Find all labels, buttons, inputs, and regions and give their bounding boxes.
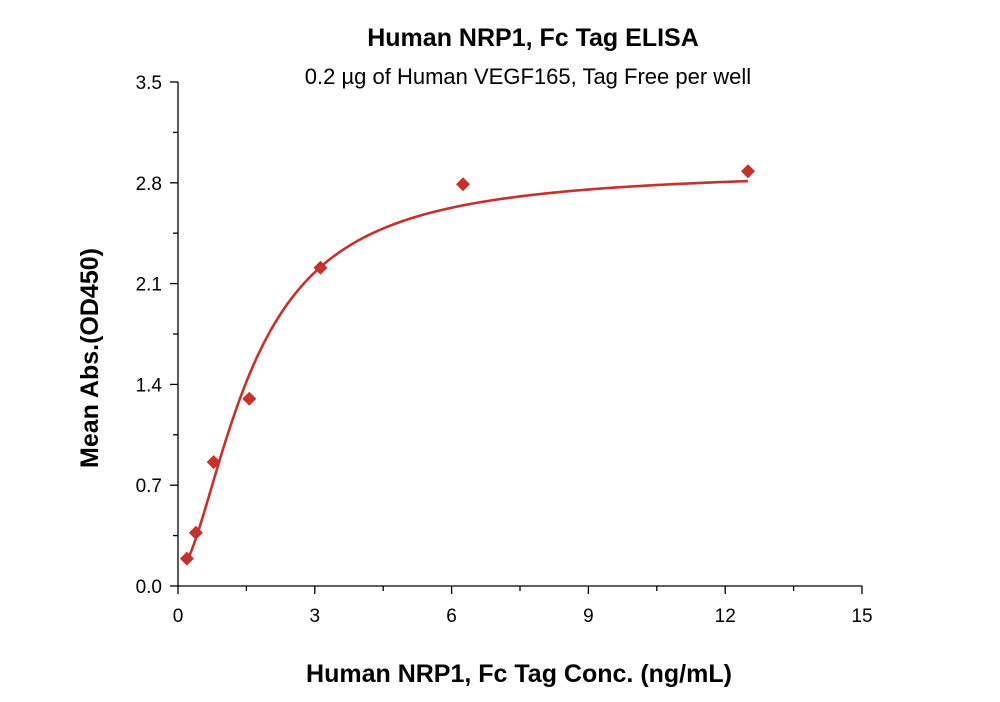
y-tick-label: 1.4	[136, 375, 163, 396]
x-tick-label: 12	[715, 606, 736, 627]
data-point-marker	[206, 455, 221, 470]
y-tick-label: 0.7	[136, 476, 162, 497]
x-tick-label: 15	[851, 606, 872, 627]
data-point-marker	[179, 551, 194, 566]
data-point-marker	[313, 260, 328, 275]
fit-curve	[185, 179, 749, 562]
data-point-marker	[242, 391, 257, 406]
y-tick-label: 2.1	[136, 275, 162, 296]
x-tick-label: 9	[583, 606, 594, 627]
y-tick-label: 2.8	[136, 174, 162, 195]
x-tick-label: 3	[310, 606, 321, 627]
axes: 0 3 6 9 12 15 0.0 0.7 1.4 2.1 2.8 3.5	[136, 73, 873, 627]
data-point-marker	[741, 164, 755, 179]
x-tick-label: 6	[446, 606, 457, 627]
data-points	[179, 164, 755, 566]
y-tick-label: 3.5	[136, 73, 162, 94]
y-axis-label: Mean Abs.(OD450)	[76, 248, 104, 468]
chart-subtitle: 0.2 µg of Human VEGF165, Tag Free per we…	[305, 64, 751, 89]
x-tick-label: 0	[173, 606, 184, 627]
data-point-marker	[456, 177, 470, 192]
fit-curve-group	[185, 179, 749, 562]
y-tick-label: 0.0	[136, 577, 162, 598]
x-axis-label: Human NRP1, Fc Tag Conc. (ng/mL)	[306, 660, 732, 688]
chart-title: Human NRP1, Fc Tag ELISA	[367, 24, 699, 52]
data-point-marker	[188, 525, 203, 540]
